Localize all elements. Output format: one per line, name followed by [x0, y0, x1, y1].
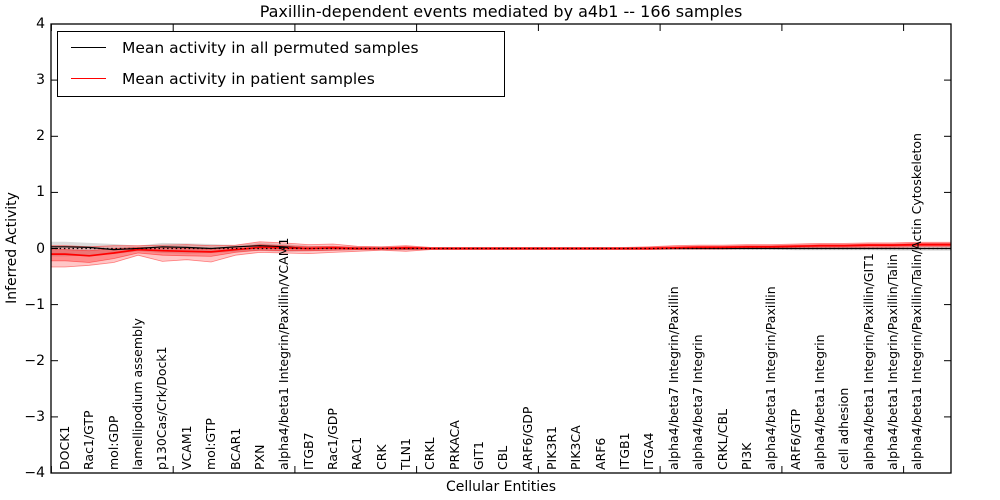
x-tick-label: GIT1 — [471, 441, 486, 470]
x-tick-label: PIK3CA — [568, 425, 584, 470]
legend-line-sample — [71, 78, 106, 79]
x-tick-label: Rac1/GTP — [81, 410, 97, 470]
x-tick-label: Rac1/GDP — [324, 408, 340, 470]
x-tick-label: PIK3R1 — [544, 425, 559, 470]
legend-entry-label: Mean activity in all permuted samples — [122, 38, 419, 57]
legend-entry-label: Mean activity in patient samples — [122, 69, 375, 88]
x-tick-label: PRKACA — [446, 420, 462, 470]
x-tick-label: ITGB1 — [617, 432, 633, 470]
x-tick-label: alpha4/beta1 Integrin — [811, 334, 827, 470]
x-tick-label: DOCK1 — [57, 425, 72, 470]
y-tick-label: −1 — [24, 296, 45, 313]
x-tick-label: mol:GTP — [203, 418, 219, 470]
legend-entry: Mean activity in patient samples — [58, 63, 504, 94]
chart-title: Paxillin-dependent events mediated by a4… — [259, 2, 743, 21]
x-tick-label: cell adhesion — [836, 387, 852, 470]
x-tick-label: lamellipodium assembly — [130, 318, 146, 470]
plot-border — [50, 23, 952, 474]
y-tick-label: 2 — [36, 128, 45, 145]
legend-line-sample — [71, 47, 106, 48]
y-tick-label: 1 — [36, 184, 45, 201]
x-tick-label: ARF6 — [592, 437, 608, 470]
x-tick-label: ARF6/GTP — [787, 408, 803, 470]
x-tick-label: PXN — [251, 444, 267, 470]
x-tick-label: alpha4/beta1 Integrin/Paxillin/VCAM1 — [276, 237, 292, 470]
y-tick-label: 0 — [36, 240, 45, 257]
x-tick-label: RAC1 — [349, 436, 365, 470]
x-tick-label: CRK — [373, 444, 389, 470]
x-tick-label: mol:GDP — [105, 415, 121, 470]
x-tick-label: alpha4/beta1 Integrin/Paxillin/GIT1 — [860, 253, 876, 470]
mean-line-patient — [51, 243, 951, 257]
y-tick-label: −3 — [24, 408, 45, 425]
y-tick-label: 3 — [36, 72, 45, 89]
x-tick-label: CRKL/CBL — [714, 408, 730, 470]
y-tick-label: −4 — [24, 465, 45, 481]
band-edge-upper-series1-0 — [51, 241, 951, 248]
x-tick-label: TLN1 — [397, 438, 413, 470]
x-axis-label: Cellular Entities — [445, 479, 557, 495]
x-tick-label: BCAR1 — [227, 427, 243, 470]
x-tick-label: PI3K — [738, 442, 754, 470]
x-tick-label: VCAM1 — [178, 425, 194, 470]
x-tick-label: ARF6/GDP — [519, 406, 535, 470]
y-tick-label: −2 — [24, 352, 45, 369]
x-tick-label: alpha4/beta1 Integrin/Paxillin/Talin — [884, 254, 900, 470]
x-tick-label: ITGA4 — [641, 432, 657, 470]
y-tick-label: 4 — [36, 16, 45, 32]
x-tick-label: alpha4/beta1 Integrin/Paxillin/Talin/Act… — [909, 133, 925, 470]
x-tick-label: alpha4/beta7 Integrin — [690, 334, 706, 470]
x-tick-label: CBL — [495, 445, 511, 470]
x-tick-label: CRKL — [422, 437, 438, 470]
legend: Mean activity in all permuted samples Mea… — [57, 31, 505, 97]
x-tick-label: ITGB7 — [300, 432, 316, 470]
legend-entry: Mean activity in all permuted samples — [58, 32, 504, 63]
x-tick-label: p130Cas/Crk/Dock1 — [154, 346, 170, 470]
x-tick-label: alpha4/beta7 Integrin/Paxillin — [665, 286, 681, 470]
x-tick-label: alpha4/beta1 Integrin/Paxillin — [763, 286, 779, 470]
